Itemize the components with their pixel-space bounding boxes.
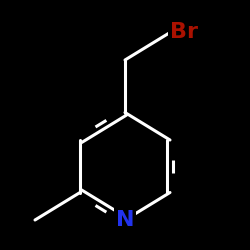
Text: Br: Br [170,22,198,42]
Text: N: N [116,210,134,230]
